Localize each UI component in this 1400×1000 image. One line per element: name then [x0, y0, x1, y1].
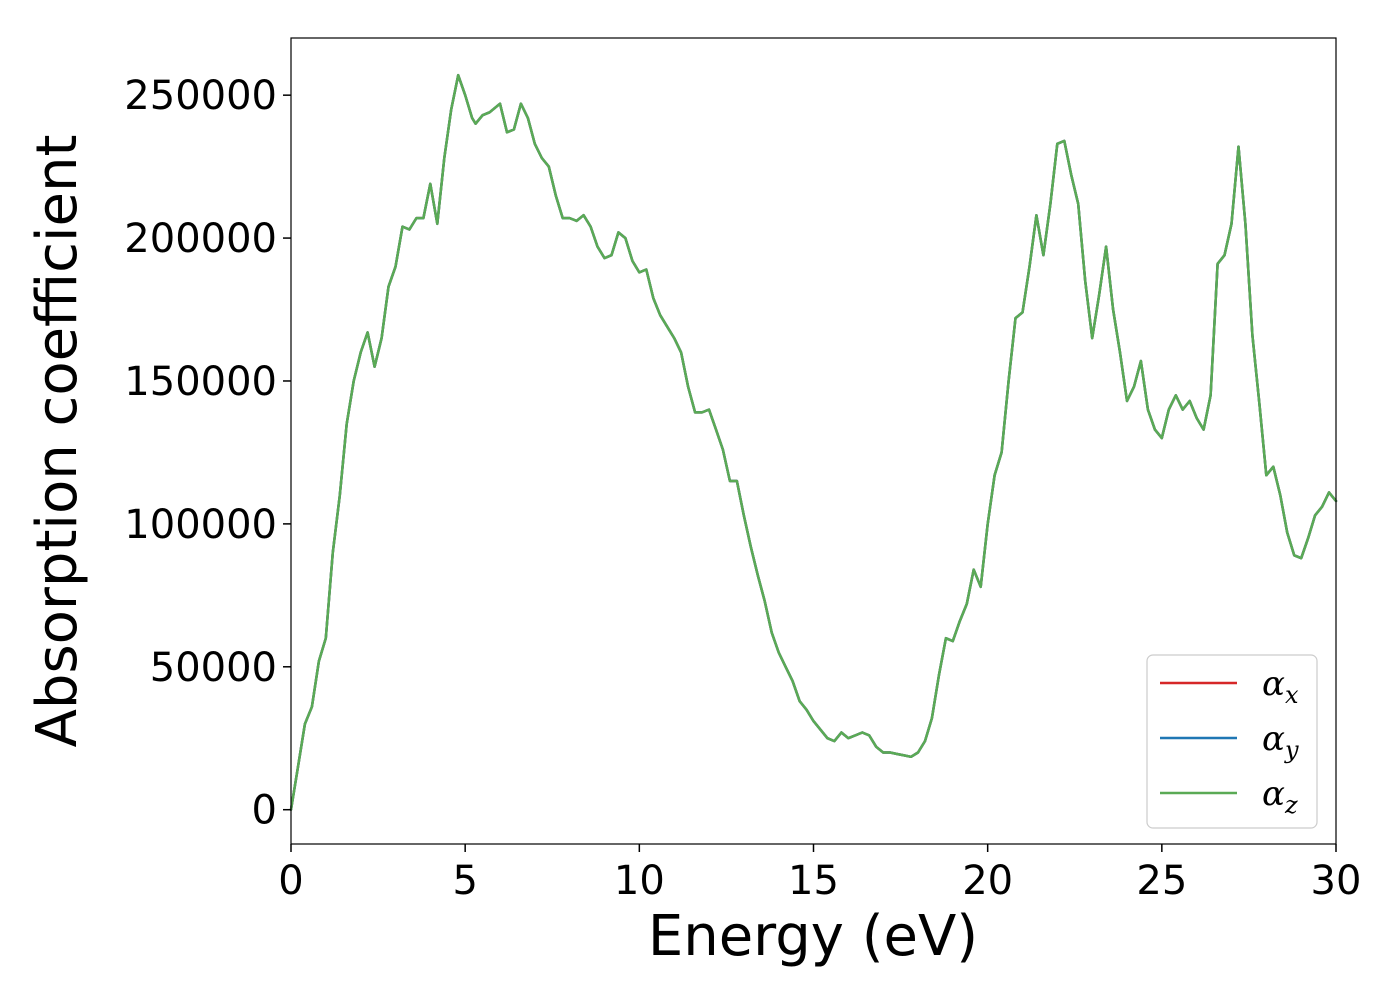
y-tick-label: 250000 [124, 73, 277, 119]
x-tick-label: 15 [788, 858, 839, 904]
y-tick-label: 100000 [124, 502, 277, 548]
x-tick-label: 25 [1136, 858, 1187, 904]
x-tick-label: 20 [962, 858, 1013, 904]
y-tick-label: 200000 [124, 216, 277, 262]
x-tick-label: 30 [1311, 858, 1362, 904]
x-axis-title: Energy (eV) [648, 904, 978, 969]
y-axis-title: Absorption coefficient [25, 135, 90, 748]
series-line-z [289, 73, 1338, 811]
y-tick-label: 0 [252, 788, 277, 834]
x-tick-label: 10 [614, 858, 665, 904]
y-tick-label: 50000 [150, 645, 277, 691]
series-layer [289, 73, 1338, 811]
y-axis: 0 50000 100000 150000 200000 250000 [124, 73, 291, 834]
x-tick-label: 0 [278, 858, 303, 904]
legend-box [1146, 654, 1318, 829]
y-tick-label: 150000 [124, 359, 277, 405]
x-axis: 0 5 10 15 20 25 30 [278, 844, 1361, 904]
x-tick-label: 5 [452, 858, 477, 904]
